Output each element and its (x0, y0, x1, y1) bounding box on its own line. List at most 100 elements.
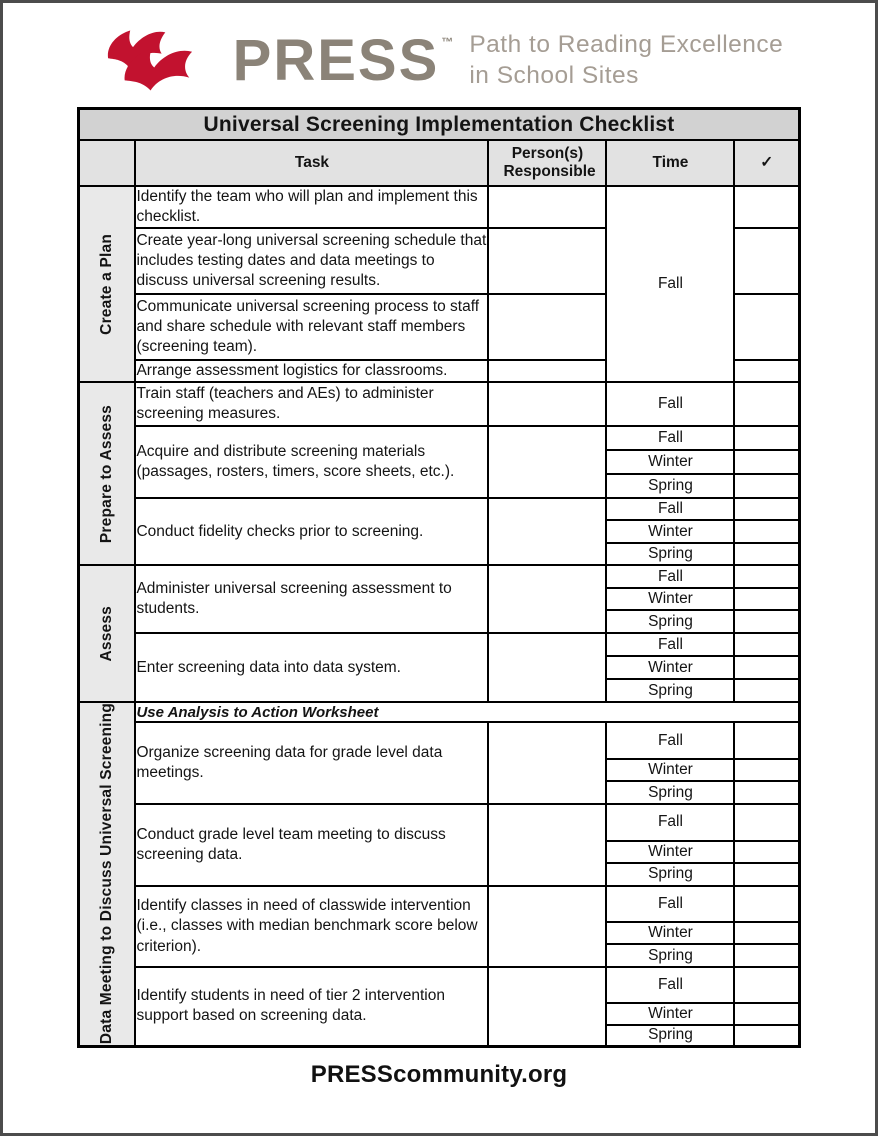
brand-header: PRESS ™ Path to Reading Excellence in Sc… (3, 23, 875, 99)
person-cell (487, 497, 608, 567)
person-cell (487, 184, 608, 230)
table-row: Identify classes in need of classwide in… (78, 884, 801, 969)
table-row: Spring (78, 1024, 801, 1048)
person-column-header: Person(s) Responsible (487, 139, 608, 187)
check-cell (733, 921, 801, 946)
table-row: Identify students in need of tier 2 inte… (78, 966, 801, 1048)
check-cell (733, 293, 801, 362)
section-label: Assess (77, 564, 137, 704)
time-column-header: Time (605, 139, 736, 187)
footer-url: PRESScommunity.org (310, 1060, 568, 1088)
section-label: Data Meeting to Discuss Universal Screen… (77, 701, 137, 1048)
table-row: Enter screening data into data system. F… (78, 632, 801, 704)
table-row: Winter (78, 921, 801, 946)
check-cell (733, 564, 801, 590)
table-row: Spring (78, 678, 801, 704)
task-cell: Arrange assessment logistics for classro… (134, 359, 490, 384)
time-cell: Fall (605, 632, 736, 658)
check-cell (733, 587, 801, 612)
time-cell: Fall (605, 966, 736, 1005)
time-cell: Spring (605, 943, 736, 969)
table-row: Organize screening data for grade level … (78, 721, 801, 806)
person-cell (487, 966, 608, 1048)
check-cell (733, 425, 801, 452)
check-cell (733, 184, 801, 230)
check-cell (733, 519, 801, 545)
time-cell: Fall (605, 803, 736, 842)
time-cell: Fall (605, 497, 736, 522)
check-column-header: ✓ (733, 139, 801, 187)
task-cell: Communicate universal screening process … (134, 293, 490, 362)
time-cell: Winter (605, 587, 736, 612)
table-row: Conduct fidelity checks prior to screeni… (78, 497, 801, 567)
task-cell: Organize screening data for grade level … (134, 721, 490, 806)
table-row: Winter (78, 839, 801, 864)
section-header-cell (77, 139, 137, 187)
tagline-line1: Path to Reading Excellence (469, 31, 784, 59)
page-title: Universal Screening Implementation Check… (77, 107, 801, 141)
time-cell: Fall (605, 184, 736, 384)
column-header-row: Task Person(s) Responsible Time ✓ (77, 139, 801, 187)
time-cell: Spring (605, 780, 736, 806)
check-cell (733, 721, 801, 761)
task-cell: Create year-long universal screening sch… (134, 227, 490, 296)
person-cell (487, 884, 608, 969)
task-cell: Administer universal screening assessmen… (134, 564, 490, 635)
check-cell (733, 780, 801, 806)
check-cell (733, 632, 801, 658)
check-cell (733, 943, 801, 969)
check-cell (733, 884, 801, 924)
time-cell: Winter (605, 839, 736, 864)
worksheet-note: Use Analysis to Action Worksheet (134, 701, 801, 724)
check-cell (733, 359, 801, 384)
task-cell: Train staff (teachers and AEs) to admini… (134, 381, 490, 428)
check-cell (733, 758, 801, 783)
table-row: Acquire and distribute screening materia… (78, 425, 801, 500)
section-label: Prepare to Assess (77, 381, 137, 567)
check-cell (733, 655, 801, 681)
checklist-table: Universal Screening Implementation Check… (76, 107, 802, 1048)
check-cell (733, 609, 801, 635)
person-cell (487, 803, 608, 887)
task-cell: Identify classes in need of classwide in… (134, 884, 490, 969)
table-row: Winter (78, 655, 801, 681)
time-cell: Spring (605, 678, 736, 704)
time-cell: Spring (605, 473, 736, 500)
check-cell (733, 678, 801, 704)
table-row: Winter (78, 587, 801, 612)
time-cell: Winter (605, 449, 736, 476)
time-cell: Spring (605, 542, 736, 567)
brand-wordmark: PRESS ™ (233, 32, 456, 90)
check-cell (733, 542, 801, 567)
time-cell: Spring (605, 1024, 736, 1048)
task-cell: Conduct grade level team meeting to disc… (134, 803, 490, 887)
table-row: Create year-long universal screening sch… (78, 227, 801, 296)
check-cell (733, 497, 801, 522)
task-cell: Identify students in need of tier 2 inte… (134, 966, 490, 1048)
brand-tagline: Path to Reading Excellence in School Sit… (469, 30, 783, 91)
time-cell: Fall (605, 564, 736, 590)
check-cell (733, 381, 801, 428)
check-cell (733, 449, 801, 476)
person-cell (487, 721, 608, 806)
time-cell: Spring (605, 609, 736, 635)
time-cell: Winter (605, 921, 736, 946)
task-cell: Identify the team who will plan and impl… (134, 184, 490, 230)
time-cell: Fall (605, 381, 736, 428)
task-cell: Enter screening data into data system. (134, 632, 490, 704)
table-row: Spring (78, 542, 801, 567)
table-row: Spring (78, 943, 801, 969)
table-row: Prepare to Assess Train staff (teachers … (77, 381, 801, 567)
time-cell: Winter (605, 1002, 736, 1027)
table-row: Spring (78, 861, 801, 887)
person-cell (487, 293, 608, 362)
person-cell (487, 227, 608, 296)
time-cell: Spring (605, 861, 736, 887)
time-cell: Winter (605, 655, 736, 681)
task-cell: Conduct fidelity checks prior to screeni… (134, 497, 490, 567)
check-cell (733, 861, 801, 887)
table-row: Winter (78, 449, 801, 476)
person-cell (487, 359, 608, 384)
check-cell (733, 473, 801, 500)
